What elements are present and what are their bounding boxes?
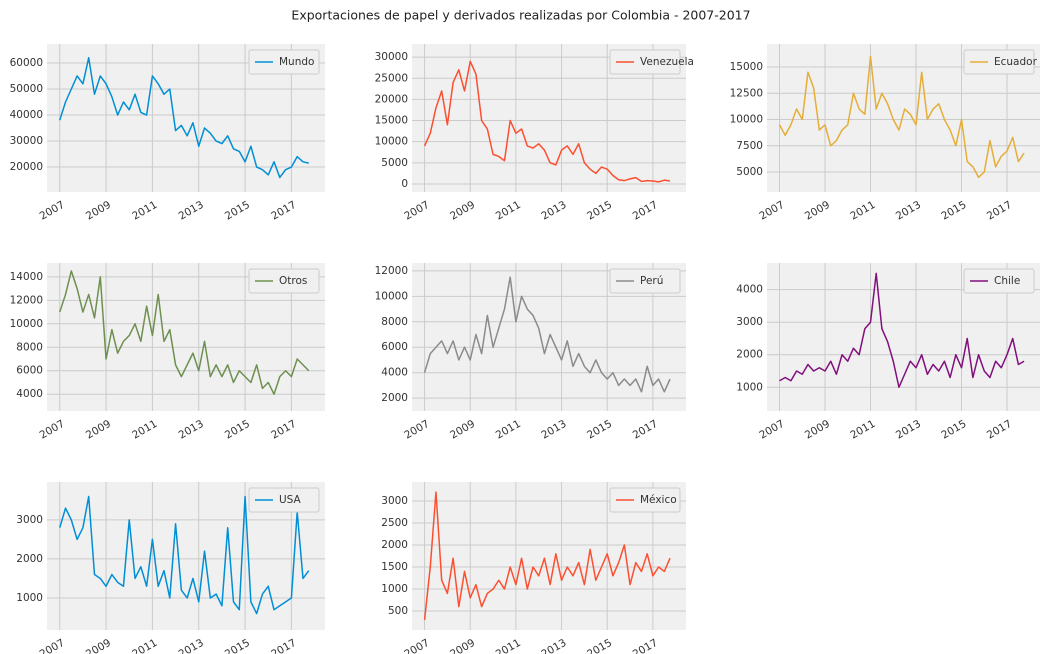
y-tick-label: 60000 <box>10 57 43 69</box>
data-line <box>59 57 309 179</box>
y-tick-label: 10000 <box>375 290 408 302</box>
figure-title: Exportaciones de papel y derivados reali… <box>291 8 750 23</box>
y-tick-label: 10000 <box>730 114 763 126</box>
y-tick-label: 20000 <box>10 161 43 173</box>
legend: Venezuela <box>609 49 694 75</box>
y-tick-label: 2000 <box>381 539 408 551</box>
y-tick-label: 4000 <box>736 284 763 296</box>
data-line <box>778 55 1025 179</box>
legend-box <box>963 49 1035 75</box>
legend: México <box>609 487 681 513</box>
legend-box <box>609 49 681 75</box>
y-tick-label: 12000 <box>10 294 43 306</box>
y-tick-label: 10000 <box>10 318 43 330</box>
legend: Otros <box>248 268 320 294</box>
data-line <box>423 491 671 620</box>
y-tick-label: 12000 <box>375 265 408 277</box>
y-tick-label: 2000 <box>736 349 763 361</box>
y-tick-label: 2000 <box>381 392 408 404</box>
y-tick-label: 1000 <box>16 592 43 604</box>
y-tick-label: 5000 <box>381 157 408 169</box>
data-line <box>59 495 310 615</box>
legend-box <box>248 49 320 75</box>
y-tick-label: 8000 <box>16 341 43 353</box>
y-tick-label: 14000 <box>10 271 43 283</box>
data-line <box>423 276 671 393</box>
legend-box <box>963 268 1035 294</box>
y-tick-label: 30000 <box>10 135 43 147</box>
data-line <box>779 272 1025 388</box>
legend-label: USA <box>279 494 302 506</box>
legend: USA <box>248 487 320 513</box>
y-tick-label: 4000 <box>381 367 408 379</box>
legend-label: Venezuela <box>640 56 694 68</box>
y-tick-label: 12500 <box>730 87 763 99</box>
y-tick-label: 5000 <box>736 166 763 178</box>
legend-label: Chile <box>994 275 1020 287</box>
y-tick-label: 6000 <box>16 365 43 377</box>
y-tick-label: 3000 <box>381 495 408 507</box>
legend: Perú <box>609 268 681 294</box>
legend-label: Perú <box>640 275 663 287</box>
legend: Mundo <box>248 49 320 75</box>
y-tick-label: 3000 <box>736 316 763 328</box>
legend-box <box>609 268 681 294</box>
y-tick-label: 4000 <box>16 388 43 400</box>
y-tick-label: 2000 <box>16 553 43 565</box>
y-tick-label: 1000 <box>381 583 408 595</box>
legend: Ecuador <box>963 49 1038 75</box>
y-tick-label: 25000 <box>375 72 408 84</box>
y-tick-label: 50000 <box>10 83 43 95</box>
legend-label: Otros <box>279 275 307 287</box>
legend-label: Ecuador <box>994 56 1038 68</box>
y-tick-label: 40000 <box>10 109 43 121</box>
y-tick-label: 15000 <box>730 61 763 73</box>
y-tick-label: 6000 <box>381 341 408 353</box>
y-tick-label: 7500 <box>736 140 763 152</box>
data-line <box>423 60 671 183</box>
y-tick-label: 10000 <box>375 136 408 148</box>
legend-box <box>248 487 320 513</box>
y-tick-label: 3000 <box>16 514 43 526</box>
y-tick-label: 1000 <box>736 381 763 393</box>
data-line <box>59 270 310 395</box>
y-tick-label: 30000 <box>375 51 408 63</box>
legend-label: Mundo <box>279 56 314 68</box>
legend-label: México <box>640 494 677 506</box>
legend-box <box>609 487 681 513</box>
y-tick-label: 0 <box>401 178 408 190</box>
legend: Chile <box>963 268 1035 294</box>
y-tick-label: 20000 <box>375 93 408 105</box>
y-tick-label: 1500 <box>381 561 408 573</box>
y-tick-label: 500 <box>388 605 408 617</box>
y-tick-label: 2500 <box>381 517 408 529</box>
legend-box <box>248 268 320 294</box>
y-tick-label: 8000 <box>381 316 408 328</box>
y-tick-label: 15000 <box>375 115 408 127</box>
